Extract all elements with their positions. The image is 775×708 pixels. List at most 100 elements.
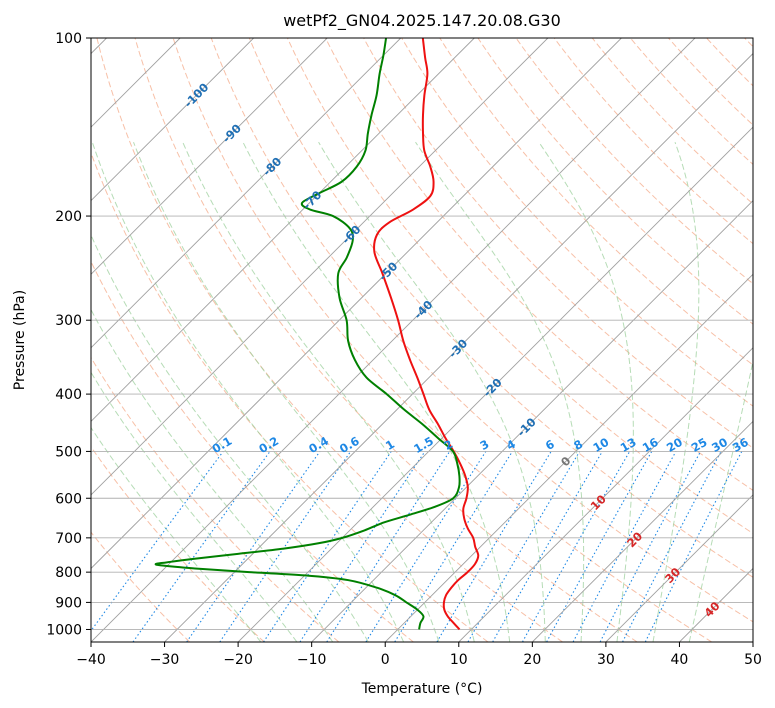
dry-adiabat	[668, 38, 753, 126]
dry-adiabat	[439, 38, 753, 366]
x-tick-label: 10	[450, 652, 468, 668]
isotherm-line	[91, 38, 328, 275]
profiles	[154, 38, 480, 631]
isotherm-line	[91, 38, 475, 422]
x-tick-label: −10	[297, 652, 327, 668]
moist-adiabat	[242, 141, 511, 642]
isotherm-line	[91, 38, 622, 570]
isotherm-line	[605, 494, 753, 642]
dry-adiabat	[91, 151, 489, 642]
isotherm-line	[91, 38, 254, 202]
plot-frame	[90, 37, 754, 643]
dry-adiabat	[91, 356, 340, 642]
x-tick-label: 0	[381, 652, 390, 668]
y-tick-label: 900	[55, 595, 82, 611]
isotherm-line	[91, 38, 549, 496]
mixing-ratio-line	[365, 451, 487, 642]
mixing-ratio-label: 0.1	[210, 434, 235, 456]
y-tick-label: 800	[55, 565, 82, 581]
y-tick-label: 100	[55, 31, 82, 47]
isotherm-line	[91, 38, 402, 349]
mixing-ratio-line	[644, 451, 743, 642]
dry-adiabat	[401, 38, 753, 407]
dry-adiabat	[91, 260, 414, 642]
y-tick-label: 600	[55, 491, 82, 507]
mixing-ratio-label: 36	[730, 435, 751, 455]
temperature-profile	[373, 38, 480, 631]
y-tick-label: 1000	[46, 622, 82, 638]
dry-adiabat	[515, 38, 753, 285]
mixing-ratio-line	[394, 451, 513, 642]
mixing-ratio-label: 8	[571, 437, 585, 453]
dry-adiabat	[248, 38, 753, 578]
moist-adiabat	[415, 141, 585, 642]
mixing-ratio-label: 0.6	[337, 434, 362, 456]
dry-adiabat	[91, 531, 191, 642]
y-tick-label: 300	[55, 313, 82, 329]
mixing-ratio-line	[572, 451, 677, 642]
isotherm-line	[679, 567, 753, 642]
mixing-ratio-label: 4	[504, 437, 518, 453]
x-tick-label: 40	[671, 652, 689, 668]
y-tick-label: 500	[55, 444, 82, 460]
mixing-ratio-label: 20	[664, 435, 685, 455]
x-tick-label: 50	[744, 652, 762, 668]
y-tick-label: 700	[55, 531, 82, 547]
dry-adiabat	[91, 445, 265, 642]
mixing-ratio-label: 25	[689, 435, 710, 455]
moist-adiabat	[318, 141, 546, 642]
x-axis-label: Temperature (°C)	[361, 681, 483, 697]
isotherm-line	[311, 200, 753, 642]
mixing-ratio-line	[326, 451, 451, 642]
mixing-ratio-label: 6	[543, 437, 557, 453]
mixing-ratio-line	[599, 451, 702, 642]
isotherm-line	[91, 38, 696, 642]
dry-adiabat	[325, 38, 753, 491]
background-lines	[91, 38, 753, 642]
mixing-ratio-line	[219, 451, 352, 642]
x-tick-label: 30	[597, 652, 615, 668]
mixing-ratio-label: 13	[618, 435, 639, 455]
mixing-ratio-label: 3	[478, 437, 492, 453]
x-tick-label: −40	[76, 652, 106, 668]
mixing-ratio-line	[132, 451, 271, 642]
chart-title: wetPf2_GN04.2025.147.20.08.G30	[283, 11, 561, 31]
dry-adiabat	[210, 38, 753, 623]
isotherm-line	[458, 347, 753, 642]
dry-adiabat	[591, 38, 753, 205]
isotherm-line	[164, 52, 753, 642]
dry-adiabat	[744, 38, 753, 48]
mixing-ratio-line	[521, 451, 631, 642]
mixing-ratio-label: 10	[591, 435, 612, 455]
isotherm-line	[384, 273, 753, 642]
y-tick-label: 400	[55, 387, 82, 403]
mixing-ratio-line	[91, 451, 224, 632]
moist-adiabat	[91, 141, 405, 642]
dry-adiabat	[706, 38, 753, 87]
mixing-ratio-label: 16	[640, 435, 661, 455]
moist-adiabat	[182, 141, 475, 642]
dry-adiabat	[286, 38, 753, 535]
dry-adiabat	[553, 38, 753, 245]
moist-adiabat	[688, 359, 753, 642]
dry-adiabat	[134, 38, 638, 642]
mixing-ratio-line	[467, 451, 581, 642]
mixing-ratio-label: 0.2	[256, 434, 281, 456]
dry-adiabat	[629, 38, 753, 166]
x-tick-label: 20	[523, 652, 541, 668]
moist-adiabat	[538, 141, 634, 642]
dry-adiabat	[477, 38, 753, 325]
isotherm-line	[237, 126, 753, 642]
mixing-ratio-line	[263, 451, 392, 642]
mixing-ratio-label: 1.5	[411, 434, 436, 456]
x-tick-label: −20	[223, 652, 253, 668]
mixing-ratio-label: 30	[709, 435, 730, 455]
mixing-ratio-label: 0.4	[306, 434, 331, 456]
mixing-ratio-line	[436, 451, 552, 642]
dewpoint-profile	[154, 38, 461, 630]
y-axis-label: Pressure (hPa)	[12, 290, 28, 390]
isotherm-line	[532, 420, 753, 642]
